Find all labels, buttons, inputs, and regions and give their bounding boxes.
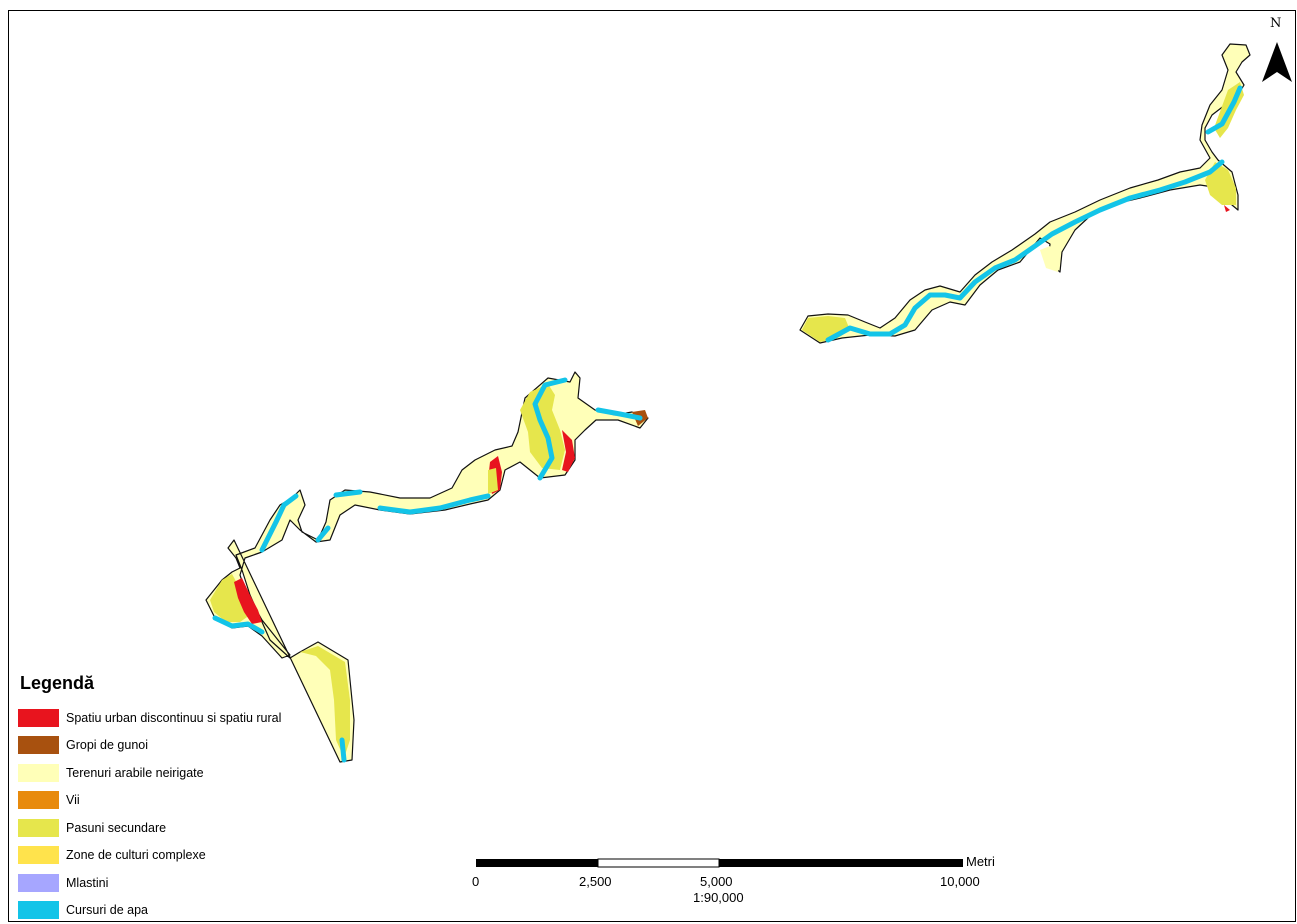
scale-tick: 10,000 — [940, 874, 980, 889]
legend-swatch — [18, 791, 59, 809]
river-corridor-east — [800, 44, 1250, 343]
north-arrow-icon — [1262, 42, 1292, 82]
legend-swatch — [18, 846, 59, 864]
legend-swatch — [18, 709, 59, 727]
scale-segment-1 — [476, 859, 598, 867]
urban-east — [1224, 205, 1230, 212]
scale-bar — [476, 859, 963, 867]
legend-label: Cursuri de apa — [66, 903, 148, 917]
legend-item: Spatiu urban discontinuu si spatiu rural — [18, 704, 338, 732]
legend-label: Spatiu urban discontinuu si spatiu rural — [66, 711, 281, 725]
legend-item: Vii — [18, 787, 338, 815]
legend-item: Mlastini — [18, 869, 338, 897]
legend-item: Pasuni secundare — [18, 814, 338, 842]
corridor-outline-east — [800, 44, 1250, 343]
legend-item: Gropi de gunoi — [18, 732, 338, 760]
legend-swatch — [18, 819, 59, 837]
legend-item: Terenuri arabile neirigate — [18, 759, 338, 787]
water-east — [828, 88, 1240, 340]
legend-label: Zone de culturi complexe — [66, 848, 206, 862]
legend-swatch — [18, 874, 59, 892]
scale-tick: 0 — [472, 874, 479, 889]
legend-item: Cursuri de apa — [18, 897, 338, 924]
legend-swatch — [18, 901, 59, 919]
legend-label: Mlastini — [66, 876, 108, 890]
scale-unit: Metri — [966, 854, 995, 869]
legend-title: Legendă — [20, 673, 338, 694]
legend-swatch — [18, 736, 59, 754]
scale-ratio: 1:90,000 — [693, 890, 744, 905]
scale-tick: 2,500 — [579, 874, 612, 889]
north-label: N — [1270, 16, 1281, 31]
legend-item: Zone de culturi complexe — [18, 842, 338, 870]
legend-label: Gropi de gunoi — [66, 738, 148, 752]
scale-tick: 5,000 — [700, 874, 733, 889]
legend-swatch — [18, 764, 59, 782]
legend-label: Vii — [66, 793, 80, 807]
legend-label: Pasuni secundare — [66, 821, 166, 835]
scale-segment-2 — [598, 859, 719, 867]
scale-segment-3 — [719, 859, 963, 867]
legend: Legendă Spatiu urban discontinuu si spat… — [18, 673, 338, 924]
legend-label: Terenuri arabile neirigate — [66, 766, 204, 780]
